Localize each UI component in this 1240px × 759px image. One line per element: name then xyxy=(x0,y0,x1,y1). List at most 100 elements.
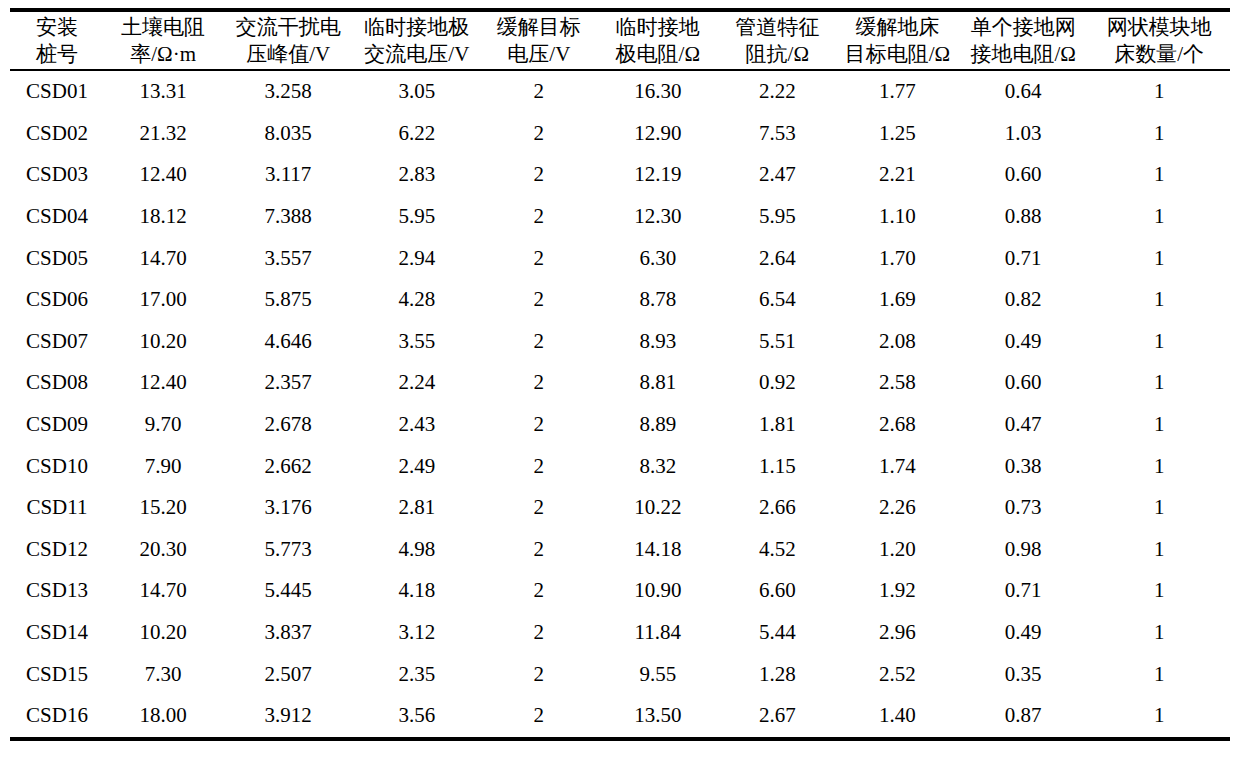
value-cell: 2 xyxy=(480,196,598,238)
value-cell: 10.90 xyxy=(598,570,718,612)
value-cell: 3.12 xyxy=(354,612,480,654)
value-cell: 1.69 xyxy=(837,279,958,321)
column-header-line2: 桩号 xyxy=(12,41,102,68)
value-cell: 2 xyxy=(480,404,598,446)
value-cell: 2 xyxy=(480,321,598,363)
value-cell: 2 xyxy=(480,362,598,404)
value-cell: 2 xyxy=(480,570,598,612)
pile-id-cell: CSD13 xyxy=(10,570,104,612)
table-row: CSD0418.127.3885.95212.305.951.100.881 xyxy=(10,196,1230,238)
value-cell: 5.875 xyxy=(222,279,354,321)
value-cell: 12.30 xyxy=(598,196,718,238)
value-cell: 0.35 xyxy=(958,653,1089,695)
value-cell: 10.20 xyxy=(104,321,222,363)
value-cell: 0.82 xyxy=(958,279,1089,321)
value-cell: 6.30 xyxy=(598,237,718,279)
value-cell: 14.70 xyxy=(104,237,222,279)
value-cell: 2.26 xyxy=(837,487,958,529)
value-cell: 1 xyxy=(1088,445,1230,487)
value-cell: 1 xyxy=(1088,237,1230,279)
pile-id-cell: CSD03 xyxy=(10,154,104,196)
value-cell: 8.93 xyxy=(598,321,718,363)
pile-id-cell: CSD16 xyxy=(10,695,104,739)
column-header-line1: 单个接地网 xyxy=(960,14,1087,41)
column-header-9: 单个接地网接地电阻/Ω xyxy=(958,10,1089,70)
value-cell: 18.12 xyxy=(104,196,222,238)
table-row: CSD1314.705.4454.18210.906.601.920.711 xyxy=(10,570,1230,612)
value-cell: 1.20 xyxy=(837,529,958,571)
value-cell: 1 xyxy=(1088,196,1230,238)
value-cell: 2 xyxy=(480,487,598,529)
value-cell: 2 xyxy=(480,70,598,113)
column-header-4: 临时接地极交流电压/V xyxy=(354,10,480,70)
pile-id-cell: CSD12 xyxy=(10,529,104,571)
value-cell: 8.81 xyxy=(598,362,718,404)
pile-id-cell: CSD05 xyxy=(10,237,104,279)
value-cell: 18.00 xyxy=(104,695,222,739)
column-header-line1: 网状模块地 xyxy=(1090,14,1228,41)
value-cell: 9.55 xyxy=(598,653,718,695)
value-cell: 15.20 xyxy=(104,487,222,529)
value-cell: 2.67 xyxy=(718,695,838,739)
value-cell: 17.00 xyxy=(104,279,222,321)
value-cell: 12.40 xyxy=(104,154,222,196)
table-row: CSD0221.328.0356.22212.907.531.251.031 xyxy=(10,113,1230,155)
value-cell: 5.95 xyxy=(718,196,838,238)
column-header-6: 临时接地极电阻/Ω xyxy=(598,10,718,70)
value-cell: 0.98 xyxy=(958,529,1089,571)
value-cell: 3.05 xyxy=(354,70,480,113)
value-cell: 2.64 xyxy=(718,237,838,279)
value-cell: 16.30 xyxy=(598,70,718,113)
value-cell: 2.08 xyxy=(837,321,958,363)
value-cell: 0.64 xyxy=(958,70,1089,113)
value-cell: 3.258 xyxy=(222,70,354,113)
grounding-parameters-table: 安装桩号土壤电阻率/Ω·m交流干扰电压峰值/V临时接地极交流电压/V缓解目标电压… xyxy=(10,8,1230,741)
table-row: CSD157.302.5072.3529.551.282.520.351 xyxy=(10,653,1230,695)
value-cell: 0.60 xyxy=(958,154,1089,196)
column-header-2: 土壤电阻率/Ω·m xyxy=(104,10,222,70)
value-cell: 2 xyxy=(480,237,598,279)
column-header-line1: 临时接地 xyxy=(600,14,716,41)
value-cell: 9.70 xyxy=(104,404,222,446)
value-cell: 8.78 xyxy=(598,279,718,321)
value-cell: 0.71 xyxy=(958,237,1089,279)
column-header-line2: 交流电压/V xyxy=(356,41,478,68)
value-cell: 2.83 xyxy=(354,154,480,196)
table-row: CSD0617.005.8754.2828.786.541.690.821 xyxy=(10,279,1230,321)
value-cell: 8.32 xyxy=(598,445,718,487)
value-cell: 5.44 xyxy=(718,612,838,654)
value-cell: 11.84 xyxy=(598,612,718,654)
value-cell: 0.92 xyxy=(718,362,838,404)
value-cell: 3.117 xyxy=(222,154,354,196)
value-cell: 10.20 xyxy=(104,612,222,654)
pile-id-cell: CSD01 xyxy=(10,70,104,113)
value-cell: 1 xyxy=(1088,404,1230,446)
value-cell: 1.40 xyxy=(837,695,958,739)
column-header-10: 网状模块地床数量/个 xyxy=(1088,10,1230,70)
value-cell: 1 xyxy=(1088,279,1230,321)
value-cell: 2 xyxy=(480,113,598,155)
value-cell: 1 xyxy=(1088,529,1230,571)
value-cell: 1.74 xyxy=(837,445,958,487)
value-cell: 3.56 xyxy=(354,695,480,739)
paper-table-page: 安装桩号土壤电阻率/Ω·m交流干扰电压峰值/V临时接地极交流电压/V缓解目标电压… xyxy=(0,0,1240,759)
pile-id-cell: CSD10 xyxy=(10,445,104,487)
value-cell: 1.28 xyxy=(718,653,838,695)
value-cell: 1.81 xyxy=(718,404,838,446)
value-cell: 3.557 xyxy=(222,237,354,279)
value-cell: 8.035 xyxy=(222,113,354,155)
table-row: CSD0113.313.2583.05216.302.221.770.641 xyxy=(10,70,1230,113)
value-cell: 2.47 xyxy=(718,154,838,196)
value-cell: 1 xyxy=(1088,695,1230,739)
table-row: CSD099.702.6782.4328.891.812.680.471 xyxy=(10,404,1230,446)
table-row: CSD1618.003.9123.56213.502.671.400.871 xyxy=(10,695,1230,739)
value-cell: 0.38 xyxy=(958,445,1089,487)
column-header-line2: 压峰值/V xyxy=(224,41,352,68)
value-cell: 2 xyxy=(480,695,598,739)
pile-id-cell: CSD15 xyxy=(10,653,104,695)
table-row: CSD1115.203.1762.81210.222.662.260.731 xyxy=(10,487,1230,529)
value-cell: 2.81 xyxy=(354,487,480,529)
value-cell: 5.51 xyxy=(718,321,838,363)
value-cell: 20.30 xyxy=(104,529,222,571)
value-cell: 2.58 xyxy=(837,362,958,404)
